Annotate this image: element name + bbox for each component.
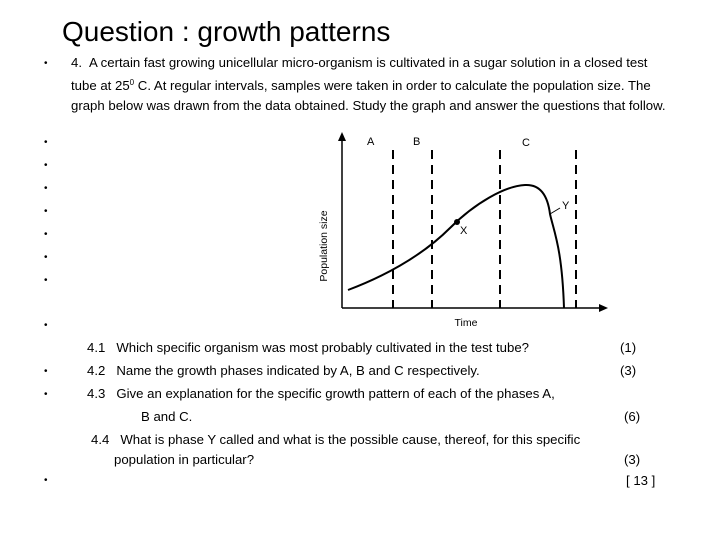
question-4-2: 4.2 Name the growth phases indicated by … bbox=[87, 361, 480, 381]
marks: (3) bbox=[620, 363, 637, 378]
question-text: Which specific organism was most probabl… bbox=[116, 340, 530, 355]
x-axis-arrow bbox=[599, 304, 608, 312]
bullet: • bbox=[44, 229, 48, 240]
question-4-3: 4.3 Give an explanation for the specific… bbox=[87, 384, 555, 404]
question-text: Give an explanation for the specific gro… bbox=[116, 386, 555, 401]
question-number: 4.3 bbox=[87, 386, 106, 401]
bullet: • bbox=[44, 206, 48, 217]
bullet: • bbox=[44, 160, 48, 171]
x-axis-label: Time bbox=[455, 317, 478, 329]
question-number: 4.4 bbox=[91, 432, 110, 447]
question-number: 4.2 bbox=[87, 363, 106, 378]
bullet: • bbox=[44, 320, 48, 331]
question-number: 4.1 bbox=[87, 340, 106, 355]
intro-text: A certain fast growing unicellular micro… bbox=[71, 55, 648, 93]
question-number: 4. bbox=[71, 55, 82, 70]
phase-label-c: C bbox=[522, 137, 530, 149]
bullet: • bbox=[44, 252, 48, 263]
question-4-1: 4.1 Which specific organism was most pro… bbox=[87, 338, 529, 358]
slide-title: Question : growth patterns bbox=[62, 16, 391, 47]
bullet: • bbox=[44, 389, 48, 400]
bullet: • bbox=[44, 475, 48, 486]
marks: (3) bbox=[624, 452, 641, 467]
phase-label-a: A bbox=[367, 136, 375, 148]
point-y-pointer bbox=[549, 207, 561, 215]
growth-curve-graph: A B C X Y Population size Time bbox=[318, 132, 608, 329]
point-label-x: X bbox=[460, 225, 468, 237]
phase-label-b: B bbox=[413, 136, 420, 148]
marks: (1) bbox=[620, 340, 637, 355]
y-axis-arrow bbox=[338, 132, 346, 141]
question-text: Name the growth phases indicated by A, B… bbox=[116, 363, 480, 378]
intro-text-continued: C. At regular intervals, samples were ta… bbox=[71, 78, 666, 113]
point-x-marker bbox=[454, 219, 460, 225]
question-4-4-continuation: population in particular? bbox=[114, 452, 255, 467]
y-axis-label: Population size bbox=[318, 210, 330, 281]
total-marks: [ 13 ] bbox=[626, 473, 656, 488]
bullet: • bbox=[44, 183, 48, 194]
point-label-y: Y bbox=[562, 200, 570, 212]
growth-curve bbox=[347, 183, 565, 309]
bullet: • bbox=[44, 137, 48, 148]
degree-superscript: 0 bbox=[129, 78, 135, 87]
bullet: • bbox=[44, 366, 48, 377]
question-4-4: 4.4 What is phase Y called and what is t… bbox=[91, 430, 580, 450]
marks: (6) bbox=[624, 409, 641, 424]
bullet: • bbox=[44, 275, 48, 286]
bullet: • bbox=[44, 58, 48, 69]
question-4-3-continuation: B and C. bbox=[141, 409, 193, 424]
question-text: What is phase Y called and what is the p… bbox=[120, 432, 581, 447]
question-intro: 4. A certain fast growing unicellular mi… bbox=[71, 53, 671, 116]
